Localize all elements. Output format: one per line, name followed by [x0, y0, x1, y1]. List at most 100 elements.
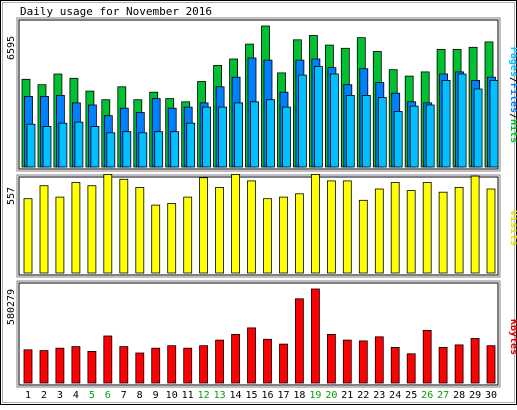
kbytes-bar-day-25	[406, 353, 416, 384]
legend-slash-1: /	[508, 77, 517, 83]
x-tick-label-day-10: 10	[166, 390, 178, 401]
visits-bar-day-15	[247, 180, 256, 274]
kbytes-legend: KBytes	[508, 319, 517, 355]
pages-bar-day-17	[282, 106, 291, 168]
visits-bar-day-23	[374, 188, 384, 274]
kbytes-bar-day-23	[374, 336, 384, 384]
kbytes-bar-day-4	[71, 346, 81, 384]
x-tick-label-day-11: 11	[182, 390, 194, 401]
kbytes-bar-day-20	[326, 333, 336, 384]
x-tick-label-day-7: 7	[121, 390, 127, 401]
visits-bar-day-19	[310, 173, 320, 274]
kbytes-bar-day-16	[263, 338, 272, 384]
visits-bar-day-25	[406, 190, 416, 274]
x-tick-label-day-12: 12	[198, 390, 210, 401]
pages-files-hits-ymax-label: 6595	[6, 36, 17, 60]
pages-bar-day-30	[489, 80, 499, 168]
pages-bar-day-18	[297, 74, 307, 168]
x-tick-label-day-17: 17	[277, 390, 289, 401]
pages-bar-day-3	[58, 122, 68, 168]
kbytes-bar-day-6	[103, 335, 113, 384]
kbytes-bar-day-22	[358, 340, 368, 384]
pages-bar-day-20	[329, 73, 339, 168]
visits-legend: Visits	[508, 210, 517, 246]
legend-files: Files	[508, 83, 517, 113]
visits-bar-day-26	[422, 182, 432, 274]
x-tick-label-day-24: 24	[389, 390, 401, 401]
x-tick-label-day-1: 1	[25, 390, 31, 401]
visits-bar-day-7	[119, 178, 129, 274]
visits-ymax-label: 557	[6, 187, 17, 205]
kbytes-bar-day-26	[422, 329, 432, 384]
visits-bar-day-8	[135, 186, 145, 274]
pages-bar-day-6	[106, 132, 116, 168]
kbytes-bar-day-30	[486, 345, 496, 384]
kbytes-ymax-label: 580279	[6, 289, 17, 325]
visits-bar-day-9	[151, 204, 161, 274]
visits-bar-day-27	[438, 191, 448, 274]
pages-bar-day-16	[266, 99, 275, 168]
x-tick-label-day-6: 6	[105, 390, 111, 401]
pages-bar-day-27	[441, 80, 451, 168]
kbytes-bar-day-21	[342, 339, 352, 384]
pages-bar-day-29	[473, 88, 483, 168]
x-tick-label-day-26: 26	[421, 390, 433, 401]
pages-bar-day-10	[170, 131, 180, 168]
chart-inner-frame	[2, 2, 515, 403]
kbytes-bar-day-1	[23, 349, 33, 384]
visits-bar-day-13	[215, 186, 225, 274]
pages-bar-day-26	[425, 104, 435, 168]
x-tick-label-day-28: 28	[453, 390, 465, 401]
kbytes-bar-day-2	[39, 350, 49, 384]
pages-bar-day-5	[90, 126, 100, 168]
visits-bar-day-28	[454, 186, 464, 274]
pages-bar-day-12	[202, 106, 212, 168]
panel-frame-inner	[18, 176, 499, 276]
pages-bar-day-28	[457, 73, 467, 168]
x-tick-label-day-27: 27	[437, 390, 449, 401]
x-tick-label-day-3: 3	[57, 390, 63, 401]
kbytes-bar-day-11	[183, 347, 193, 384]
kbytes-bar-day-15	[247, 327, 256, 384]
pages-bar-day-13	[218, 106, 228, 168]
panel-frame-inner	[18, 282, 499, 386]
x-tick-label-day-15: 15	[245, 390, 257, 401]
visits-bar-day-22	[358, 199, 368, 274]
pages-bar-day-8	[138, 132, 148, 168]
visits-bar-day-2	[39, 185, 49, 274]
x-tick-label-day-20: 20	[325, 390, 337, 401]
visits-bar-day-18	[294, 193, 304, 274]
pages-bar-day-7	[122, 131, 132, 168]
x-tick-label-day-19: 19	[309, 390, 321, 401]
x-tick-label-day-30: 30	[485, 390, 497, 401]
x-tick-label-day-14: 14	[229, 390, 241, 401]
pages-bar-day-15	[250, 101, 259, 168]
pages-bar-day-9	[154, 131, 164, 168]
kbytes-bar-day-24	[390, 346, 400, 384]
visits-bar-day-6	[103, 173, 113, 274]
visits-bar-day-4	[71, 182, 81, 274]
visits-bar-day-1	[23, 198, 33, 274]
kbytes-bars	[23, 288, 496, 384]
x-tick-label-day-4: 4	[73, 390, 79, 401]
legend-hits: Hits	[508, 119, 517, 143]
visits-bar-day-16	[263, 198, 272, 274]
pages-files-hits-legend: Pages/Files/Hits	[508, 47, 517, 143]
visits-bars	[23, 173, 496, 274]
x-tick-label-day-22: 22	[357, 390, 369, 401]
kbytes-bar-day-29	[470, 338, 480, 384]
visits-bar-day-12	[199, 177, 209, 274]
kbytes-bar-day-9	[151, 347, 161, 384]
pages-files-hits-bars	[21, 25, 499, 168]
visits-bar-day-14	[231, 173, 241, 274]
pages-bar-day-11	[186, 122, 196, 168]
kbytes-bar-day-12	[199, 345, 209, 384]
visits-bar-day-5	[87, 185, 97, 274]
visits-bar-day-3	[55, 196, 65, 274]
visits-bar-day-30	[486, 188, 496, 274]
x-tick-label-day-5: 5	[89, 390, 95, 401]
kbytes-bar-day-18	[294, 298, 304, 384]
chart-title: Daily usage for November 2016	[20, 5, 212, 18]
kbytes-bar-day-7	[119, 346, 129, 384]
